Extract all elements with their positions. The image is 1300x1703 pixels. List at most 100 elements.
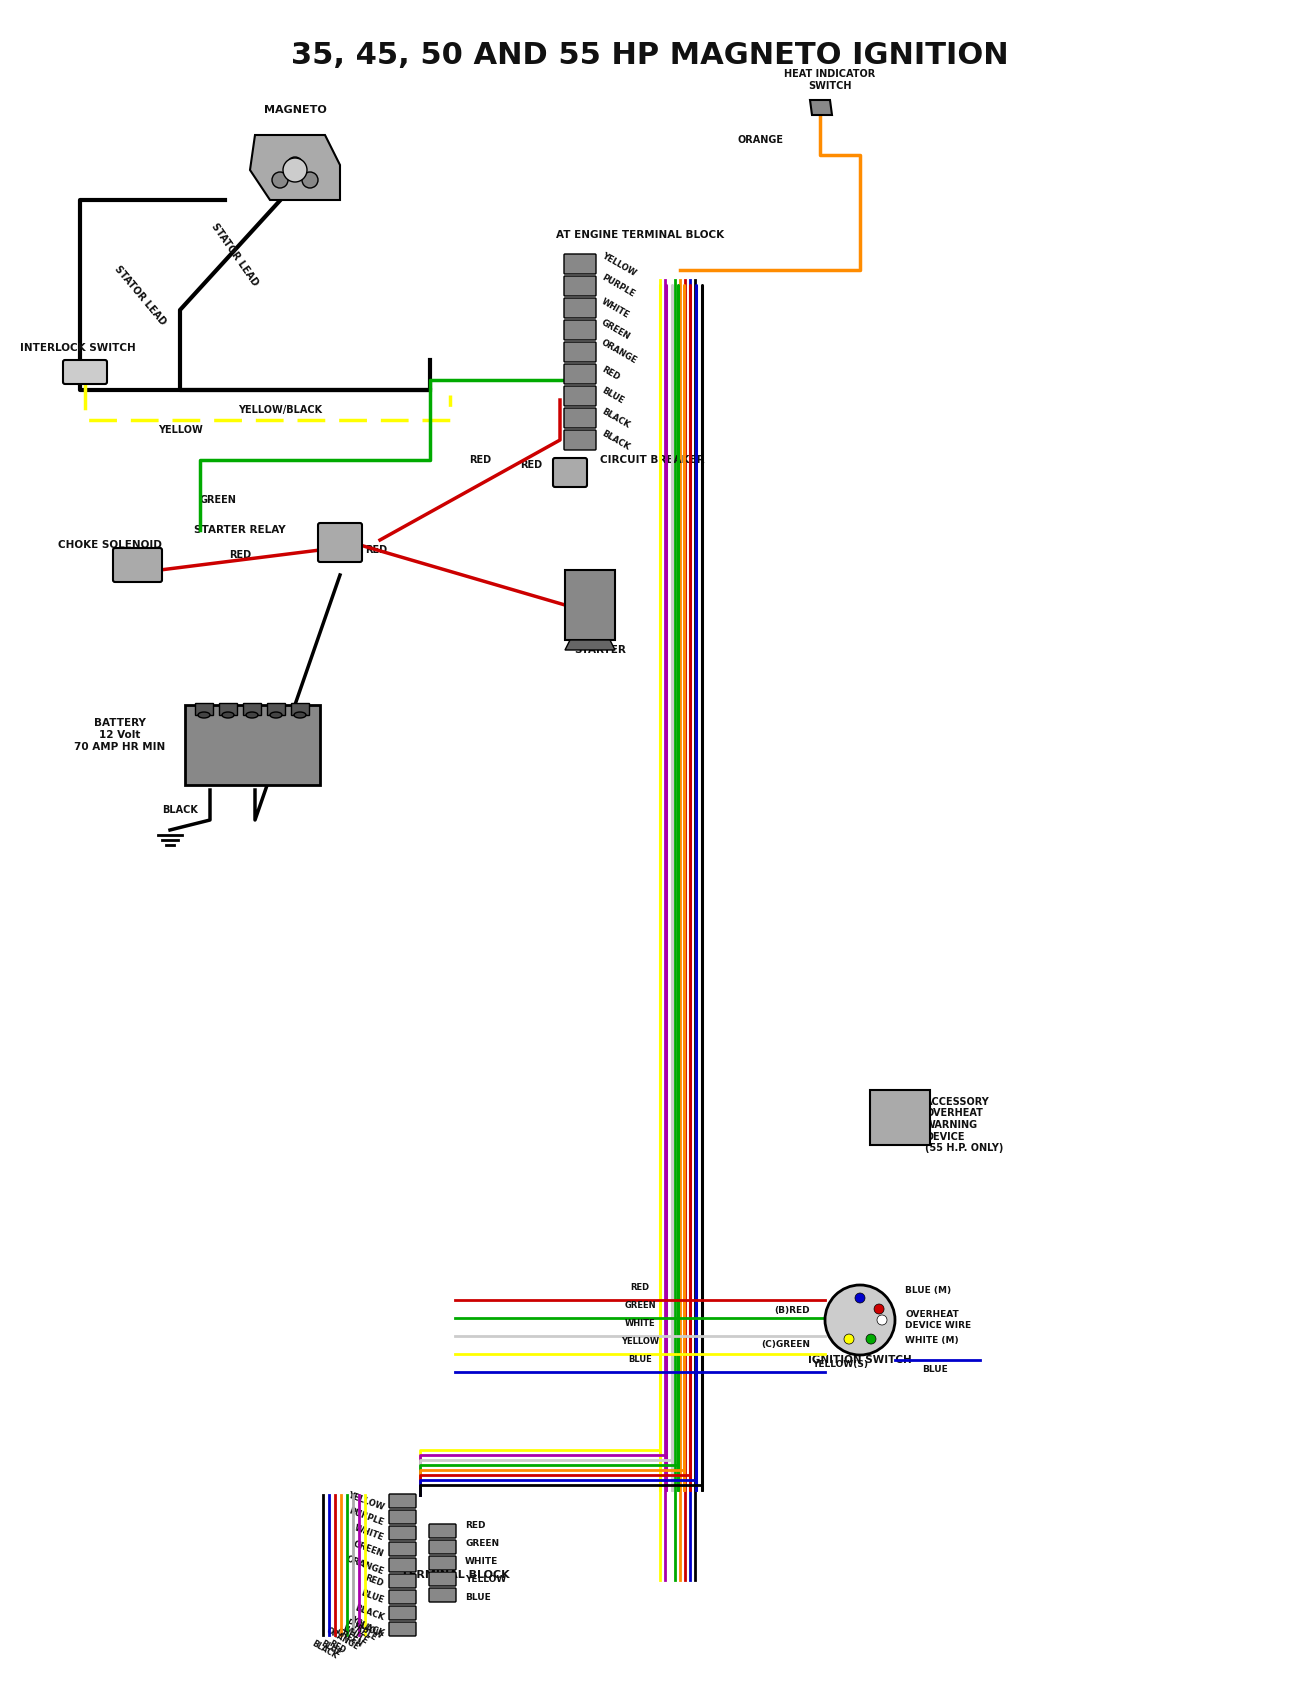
Text: YELLOW: YELLOW xyxy=(465,1575,506,1584)
Text: RED: RED xyxy=(328,1638,347,1655)
Text: BLACK: BLACK xyxy=(601,429,630,451)
Bar xyxy=(266,703,285,715)
FancyBboxPatch shape xyxy=(429,1587,456,1603)
Text: OVERHEAT
DEVICE WIRE: OVERHEAT DEVICE WIRE xyxy=(905,1310,971,1330)
Polygon shape xyxy=(566,571,615,640)
Text: STARTER: STARTER xyxy=(575,645,625,656)
FancyBboxPatch shape xyxy=(564,364,595,383)
Text: BLACK: BLACK xyxy=(162,806,198,816)
Text: STATOR LEAD: STATOR LEAD xyxy=(209,221,260,288)
Text: YELLOW: YELLOW xyxy=(621,1337,659,1345)
FancyBboxPatch shape xyxy=(564,387,595,405)
FancyBboxPatch shape xyxy=(389,1574,416,1587)
Text: RED: RED xyxy=(469,455,491,465)
Polygon shape xyxy=(250,135,341,199)
Text: STATOR LEAD: STATOR LEAD xyxy=(112,264,168,327)
Text: BLACK: BLACK xyxy=(354,1620,385,1638)
Circle shape xyxy=(302,172,318,187)
Polygon shape xyxy=(810,100,832,116)
Text: WHITE: WHITE xyxy=(354,1524,385,1543)
Text: RED: RED xyxy=(364,1574,385,1589)
Text: PURPLE: PURPLE xyxy=(601,272,636,300)
Text: BLUE: BLUE xyxy=(601,387,625,405)
Bar xyxy=(243,703,261,715)
Ellipse shape xyxy=(222,712,234,719)
FancyBboxPatch shape xyxy=(564,409,595,427)
FancyBboxPatch shape xyxy=(318,523,361,562)
Ellipse shape xyxy=(270,712,282,719)
Text: RED: RED xyxy=(601,366,621,383)
Bar xyxy=(291,703,309,715)
Text: IGNITION SWITCH: IGNITION SWITCH xyxy=(809,1356,911,1366)
Text: 35, 45, 50 AND 55 HP MAGNETO IGNITION: 35, 45, 50 AND 55 HP MAGNETO IGNITION xyxy=(291,41,1009,70)
Text: ORANGE: ORANGE xyxy=(737,135,783,145)
FancyBboxPatch shape xyxy=(113,548,162,582)
FancyBboxPatch shape xyxy=(389,1494,416,1507)
Circle shape xyxy=(866,1333,876,1344)
FancyBboxPatch shape xyxy=(389,1526,416,1540)
Text: WHITE: WHITE xyxy=(465,1557,498,1565)
Polygon shape xyxy=(566,640,615,651)
Circle shape xyxy=(855,1293,865,1303)
Text: BLUE: BLUE xyxy=(628,1356,651,1364)
Text: MAGNETO: MAGNETO xyxy=(264,106,326,116)
Text: BLUE (M): BLUE (M) xyxy=(905,1286,952,1294)
Text: YELLOW(S): YELLOW(S) xyxy=(812,1361,868,1369)
Text: GREEN: GREEN xyxy=(334,1626,364,1649)
Circle shape xyxy=(874,1304,884,1315)
Bar xyxy=(185,705,320,785)
FancyBboxPatch shape xyxy=(389,1621,416,1637)
Text: WHITE: WHITE xyxy=(625,1320,655,1328)
Text: ORANGE: ORANGE xyxy=(344,1555,385,1575)
Text: GREEN: GREEN xyxy=(200,496,237,506)
Text: ORANGE: ORANGE xyxy=(601,339,638,366)
Text: (C)GREEN: (C)GREEN xyxy=(760,1340,810,1349)
Text: GREEN: GREEN xyxy=(352,1540,385,1558)
Text: WHITE: WHITE xyxy=(601,296,630,320)
Text: BLACK: BLACK xyxy=(354,1604,385,1623)
FancyBboxPatch shape xyxy=(564,429,595,450)
FancyBboxPatch shape xyxy=(429,1572,456,1585)
Text: AT ENGINE TERMINAL BLOCK: AT ENGINE TERMINAL BLOCK xyxy=(556,230,724,240)
Text: GREEN: GREEN xyxy=(601,318,632,342)
Text: GREEN: GREEN xyxy=(465,1538,499,1548)
Text: RED: RED xyxy=(365,545,387,555)
Ellipse shape xyxy=(246,712,257,719)
FancyBboxPatch shape xyxy=(564,298,595,318)
Text: RED: RED xyxy=(520,460,542,470)
FancyBboxPatch shape xyxy=(389,1541,416,1557)
Text: CHOKE SOLENOID: CHOKE SOLENOID xyxy=(58,540,162,550)
Ellipse shape xyxy=(294,712,306,719)
Text: BLUE: BLUE xyxy=(465,1592,491,1601)
Text: BLUE: BLUE xyxy=(320,1640,343,1659)
Text: YELLOW: YELLOW xyxy=(350,1614,385,1640)
Text: TERMINAL BLOCK: TERMINAL BLOCK xyxy=(400,1570,510,1580)
Bar xyxy=(218,703,237,715)
FancyBboxPatch shape xyxy=(552,458,588,487)
Circle shape xyxy=(283,158,307,182)
FancyBboxPatch shape xyxy=(564,254,595,274)
Text: YELLOW: YELLOW xyxy=(157,426,203,434)
Bar xyxy=(195,703,213,715)
Ellipse shape xyxy=(198,712,211,719)
FancyBboxPatch shape xyxy=(389,1591,416,1604)
FancyBboxPatch shape xyxy=(389,1606,416,1620)
Text: GREEN: GREEN xyxy=(624,1301,655,1310)
Text: ACCESSORY
OVERHEAT
WARNING
DEVICE
(55 H.P. ONLY): ACCESSORY OVERHEAT WARNING DEVICE (55 H.… xyxy=(926,1097,1004,1153)
Text: BLUE: BLUE xyxy=(922,1366,948,1374)
Text: WHITE (M): WHITE (M) xyxy=(905,1335,958,1344)
Text: PURPLE: PURPLE xyxy=(347,1507,385,1528)
Text: BLACK: BLACK xyxy=(601,407,630,429)
Text: RED: RED xyxy=(465,1521,485,1529)
Text: HEAT INDICATOR
SWITCH: HEAT INDICATOR SWITCH xyxy=(784,70,876,90)
Bar xyxy=(870,1090,930,1144)
Circle shape xyxy=(826,1286,894,1356)
Circle shape xyxy=(878,1315,887,1325)
FancyBboxPatch shape xyxy=(389,1558,416,1572)
FancyBboxPatch shape xyxy=(429,1557,456,1570)
FancyBboxPatch shape xyxy=(564,342,595,363)
FancyBboxPatch shape xyxy=(564,276,595,296)
Text: WHITE: WHITE xyxy=(341,1625,369,1647)
Text: CIRCUIT BREAKER: CIRCUIT BREAKER xyxy=(601,455,705,465)
Text: BLACK: BLACK xyxy=(311,1640,339,1660)
